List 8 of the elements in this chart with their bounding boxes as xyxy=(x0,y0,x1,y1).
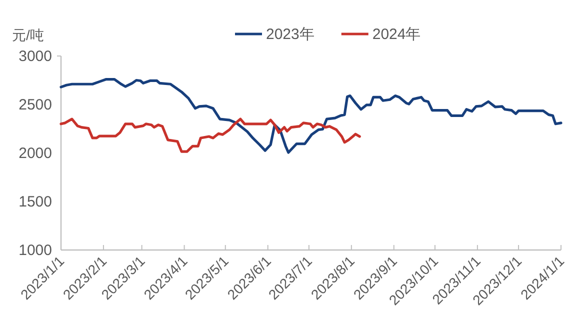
legend-label: 2024年 xyxy=(372,26,421,43)
y-tick-label: 1000 xyxy=(18,242,52,259)
legend-label: 2023年 xyxy=(266,26,314,43)
y-axis-title: 元/吨 xyxy=(12,27,44,43)
y-tick-label: 1500 xyxy=(18,194,52,210)
y-tick-label: 2000 xyxy=(18,145,52,162)
y-tick-label: 3000 xyxy=(18,48,52,65)
y-tick-label: 2500 xyxy=(18,96,52,114)
